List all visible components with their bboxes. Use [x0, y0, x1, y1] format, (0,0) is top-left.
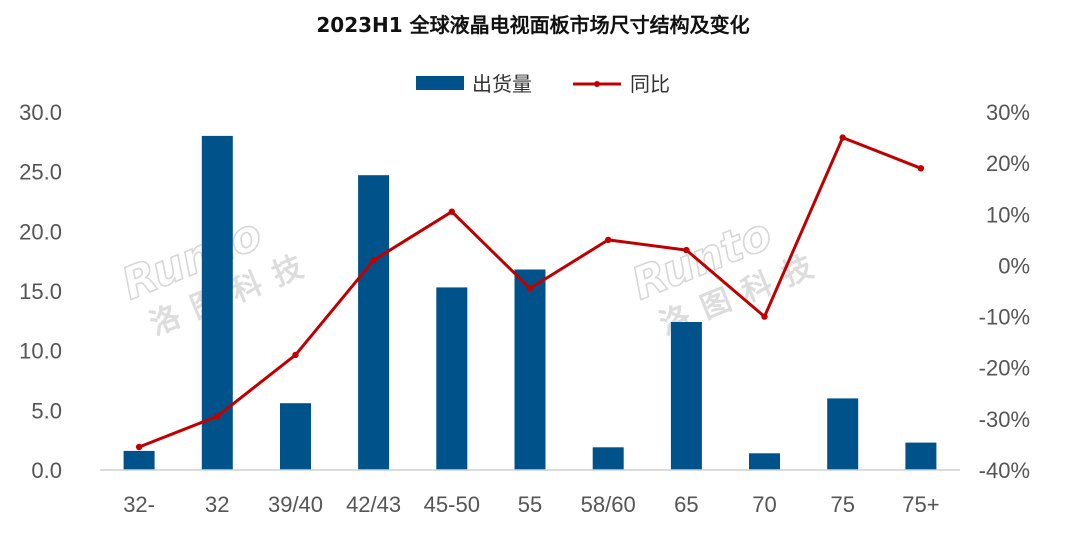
x-axis: 32- 32 39/40 42/43 45-50 55 58/60 65 70 75 75+: [123, 492, 939, 517]
line-point: [526, 285, 534, 292]
y-left-tick-label: 5.0: [31, 398, 62, 423]
y-right-tick-label: 30%: [986, 100, 1030, 125]
bar: [280, 403, 311, 470]
line-point: [214, 413, 221, 420]
x-tick-label: 42/43: [346, 492, 401, 517]
line-point: [839, 134, 846, 141]
y-left-tick-label: 25.0: [19, 160, 62, 185]
y-right-tick-label: 10%: [986, 202, 1030, 227]
line-series: [135, 134, 925, 451]
y-left-tick-label: 0.0: [31, 458, 62, 483]
x-tick-label: 55: [518, 492, 542, 517]
y-right-tick-label: -10%: [979, 305, 1030, 330]
y-right-tick-label: -30%: [979, 407, 1030, 432]
bar: [358, 175, 390, 470]
bar: [827, 398, 859, 470]
legend-label-bar: 出货量: [472, 72, 532, 96]
x-tick-label: 32: [205, 492, 229, 517]
y-left-tick-label: 10.0: [19, 339, 62, 364]
watermark-right: Runto 洛图科技: [624, 208, 831, 343]
line-point: [292, 351, 299, 359]
x-tick-label: 39/40: [268, 492, 323, 517]
bar: [514, 269, 546, 470]
line-point: [683, 246, 690, 254]
x-tick-label: 32-: [123, 492, 155, 517]
y-left-tick-label: 15.0: [19, 279, 62, 304]
bar: [670, 322, 702, 470]
x-tick-label: 75: [830, 492, 854, 517]
line-point: [370, 257, 377, 264]
legend-label-line: 同比: [630, 72, 670, 96]
bar: [905, 442, 937, 470]
x-tick-label: 70: [752, 492, 776, 517]
line-point: [761, 313, 768, 320]
y-left-tick-label: 20.0: [19, 219, 62, 244]
legend-swatch-bar: [416, 76, 464, 90]
bar: [436, 287, 468, 470]
line-point: [448, 208, 455, 215]
y-right-tick-label: 0%: [998, 253, 1030, 278]
x-tick-label: 45-50: [424, 492, 480, 517]
legend: 出货量 同比: [416, 72, 670, 96]
x-tick-label: 58/60: [581, 492, 636, 517]
y-right-tick-label: -40%: [979, 458, 1030, 483]
line-point: [135, 443, 143, 451]
bar: [123, 450, 155, 470]
y-axis-left: 0.0 5.0 10.0 15.0 20.0 25.0 30.0: [19, 100, 62, 483]
x-tick-label: 65: [674, 492, 698, 517]
line-point: [917, 165, 925, 172]
y-left-tick-label: 30.0: [19, 100, 62, 125]
x-tick-label: 75+: [902, 492, 939, 517]
chart-title: 2023H1 全球液晶电视面板市场尺寸结构及变化: [316, 13, 749, 37]
y-right-tick-label: -20%: [979, 356, 1030, 381]
bar: [592, 447, 624, 470]
legend-swatch-marker: [594, 81, 600, 87]
line-point: [605, 236, 612, 244]
y-axis-right: -40% -30% -20% -10% 0% 10% 20% 30%: [979, 100, 1030, 483]
bar: [749, 453, 780, 470]
y-right-tick-label: 20%: [986, 151, 1030, 176]
